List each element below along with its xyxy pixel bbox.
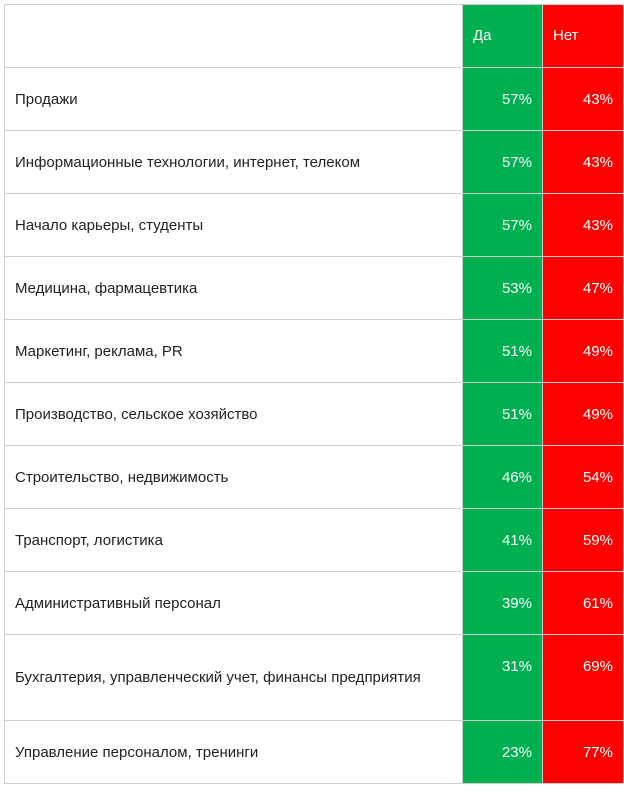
no-value-cell: 69%	[542, 634, 624, 721]
row-label: Управление персоналом, тренинги	[4, 720, 463, 784]
no-value-cell: 43%	[542, 130, 624, 194]
no-value-cell: 47%	[542, 256, 624, 320]
row-label: Медицина, фармацевтика	[4, 256, 463, 320]
no-value-cell: 43%	[542, 67, 624, 131]
yes-value-cell: 23%	[462, 720, 543, 784]
table-row: Маркетинг, реклама, PR 51% 49%	[4, 319, 624, 383]
row-label: Начало карьеры, студенты	[4, 193, 463, 257]
yes-value-cell: 51%	[462, 319, 543, 383]
table-row: Информационные технологии, интернет, тел…	[4, 130, 624, 194]
no-value-cell: 59%	[542, 508, 624, 572]
yes-value-cell: 53%	[462, 256, 543, 320]
header-empty-cell	[4, 4, 463, 68]
row-label: Бухгалтерия, управленческий учет, финанс…	[4, 634, 463, 721]
no-value-cell: 49%	[542, 319, 624, 383]
row-label: Транспорт, логистика	[4, 508, 463, 572]
table-row: Управление персоналом, тренинги 23% 77%	[4, 720, 624, 784]
table-row: Строительство, недвижимость 46% 54%	[4, 445, 624, 509]
yes-value-cell: 57%	[462, 193, 543, 257]
yes-value-cell: 57%	[462, 130, 543, 194]
yes-value-cell: 57%	[462, 67, 543, 131]
row-label: Маркетинг, реклама, PR	[4, 319, 463, 383]
table-row: Продажи 57% 43%	[4, 67, 624, 131]
row-label: Производство, сельское хозяйство	[4, 382, 463, 446]
yes-value-cell: 41%	[462, 508, 543, 572]
header-no: Нет	[542, 4, 624, 68]
table-row: Административный персонал 39% 61%	[4, 571, 624, 635]
row-label: Информационные технологии, интернет, тел…	[4, 130, 463, 194]
no-value-cell: 49%	[542, 382, 624, 446]
no-value-cell: 54%	[542, 445, 624, 509]
survey-table: Да Нет Продажи 57% 43% Информационные техно…	[4, 4, 624, 784]
table-body: Продажи 57% 43% Информационные технологии, …	[4, 67, 624, 784]
yes-value-cell: 51%	[462, 382, 543, 446]
yes-value-cell: 39%	[462, 571, 543, 635]
header-yes: Да	[462, 4, 543, 68]
table-row: Бухгалтерия, управленческий учет, финанс…	[4, 634, 624, 721]
header-row: Да Нет	[4, 4, 624, 68]
table-row: Транспорт, логистика 41% 59%	[4, 508, 624, 572]
row-label: Строительство, недвижимость	[4, 445, 463, 509]
row-label: Административный персонал	[4, 571, 463, 635]
row-label: Продажи	[4, 67, 463, 131]
table-row: Медицина, фармацевтика 53% 47%	[4, 256, 624, 320]
table-row: Начало карьеры, студенты 57% 43%	[4, 193, 624, 257]
table-row: Производство, сельское хозяйство 51% 49%	[4, 382, 624, 446]
yes-value-cell: 46%	[462, 445, 543, 509]
no-value-cell: 61%	[542, 571, 624, 635]
no-value-cell: 43%	[542, 193, 624, 257]
no-value-cell: 77%	[542, 720, 624, 784]
yes-value-cell: 31%	[462, 634, 543, 721]
